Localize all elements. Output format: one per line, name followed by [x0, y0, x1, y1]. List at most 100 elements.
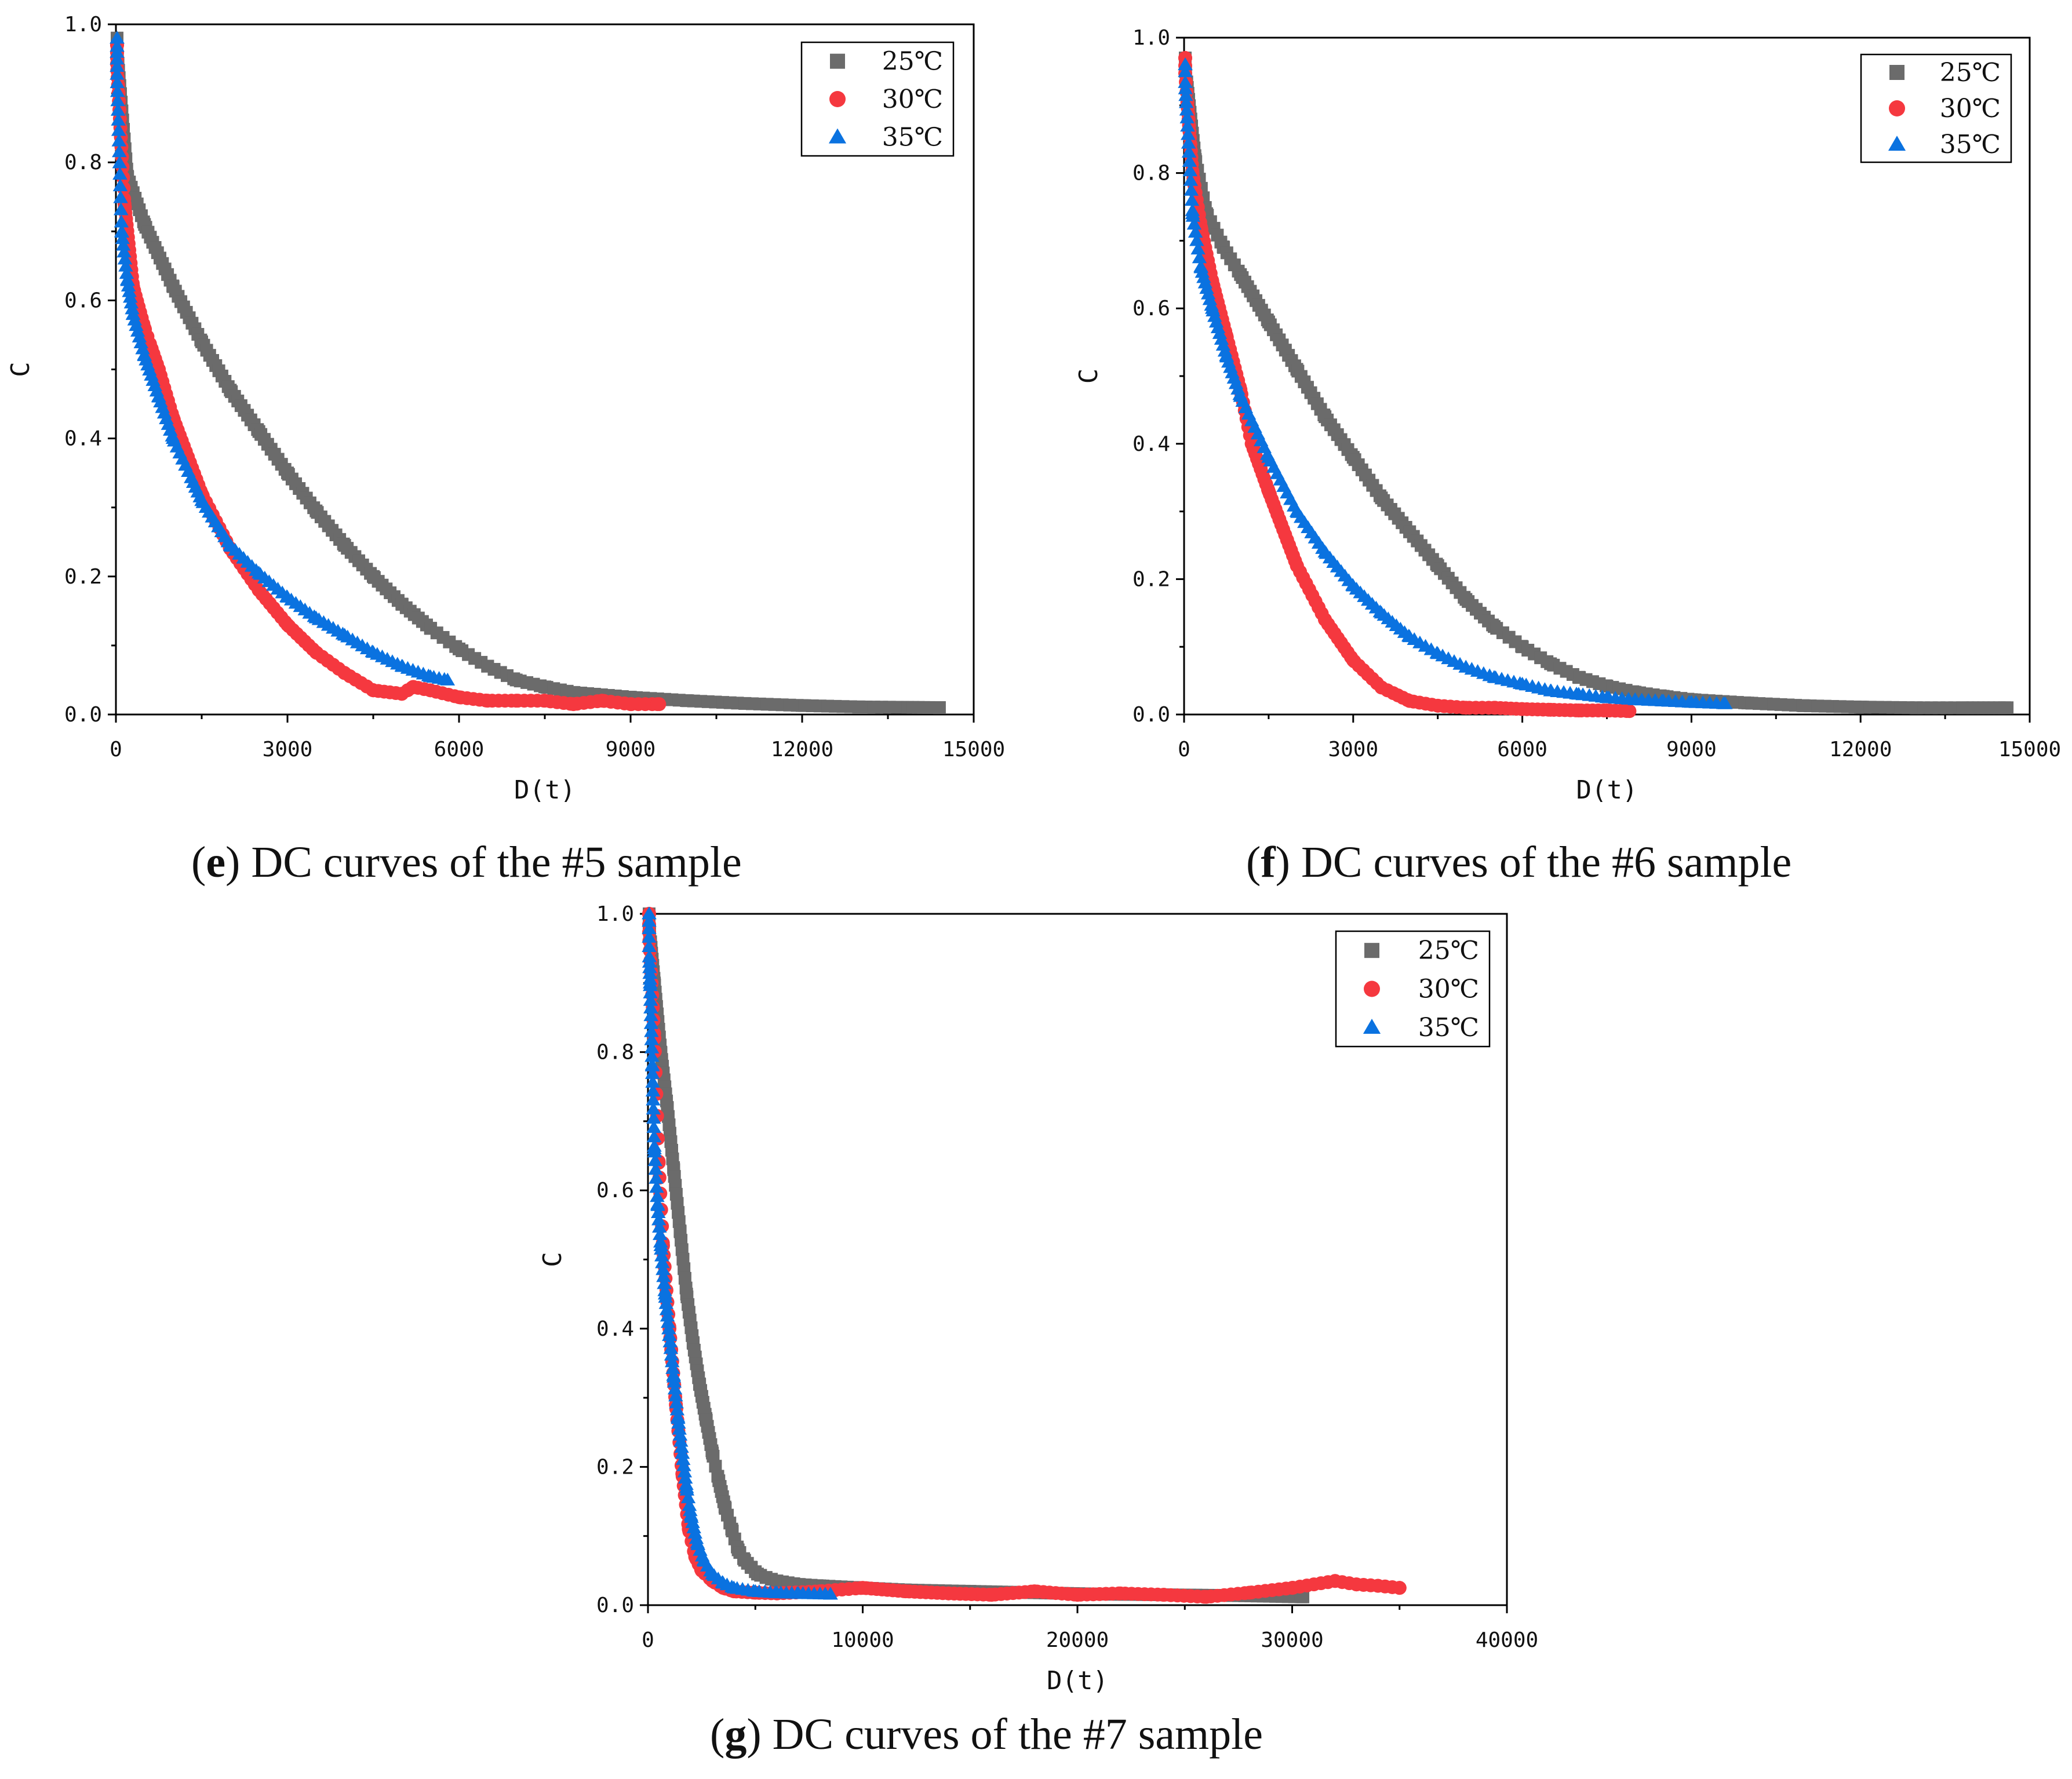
chart-g-data-point: [662, 1328, 677, 1341]
chart-f-data-point: [1189, 233, 1204, 246]
chart-e-x-tick-label: 0: [110, 738, 122, 761]
chart-e-data-point: [111, 123, 126, 136]
caption-g-letter: g: [724, 1710, 747, 1759]
chart-g-data-point: [657, 1276, 672, 1289]
chart-e-legend-label: 25℃: [882, 47, 943, 76]
chart-f-legend: 25℃ 30℃ 35℃: [1860, 53, 2012, 163]
chart-g-data-point: [647, 1153, 663, 1166]
chart-g-data-point: [687, 1526, 703, 1539]
chart-e-data-point: [115, 231, 130, 245]
chart-f-x-tick-label: 0: [1178, 738, 1190, 761]
chart-f-data-point: [1179, 110, 1195, 123]
chart-g-data-point: [645, 1075, 660, 1088]
chart-f-data-point: [1183, 173, 1199, 186]
chart-e-x-tick-label: 6000: [434, 738, 485, 761]
chart-f-x-tick-label: 15000: [1998, 738, 2061, 761]
caption-f: (f) DC curves of the #6 sample: [1246, 838, 1792, 887]
chart-f-x-tick-label: 3000: [1328, 738, 1378, 761]
chart-e-data-point: [112, 178, 128, 192]
chart-g-series-2: [642, 906, 838, 1600]
chart-e-legend: 25℃ 30℃ 35℃: [800, 41, 955, 157]
chart-e-series-2: [110, 31, 456, 686]
chart-f-y-tick-label: 0.8: [1133, 162, 1170, 185]
chart-e-x-tick-label: 3000: [263, 738, 313, 761]
chart-e-y-tick-label: 0.6: [64, 289, 102, 312]
chart-f-legend-box: [1860, 53, 2012, 163]
chart-g-x-tick-label: 20000: [1046, 1628, 1109, 1652]
chart-g-data-point: [656, 1269, 671, 1282]
chart-g-data-point: [678, 1262, 691, 1275]
chart-f-data-point: [1190, 242, 1206, 255]
chart-g-data-point: [667, 1381, 683, 1395]
chart-g-data-point: [650, 1198, 665, 1211]
chart-g-x-tick-label: 10000: [831, 1628, 894, 1652]
chart-f-y-tick-label: 0.6: [1133, 297, 1170, 320]
chart-f-data-point: [1182, 154, 1197, 167]
chart-e-x-tick-label: 12000: [771, 738, 833, 761]
chart-e-data-point: [118, 258, 133, 272]
chart-e-data-point: [110, 67, 125, 80]
chart-f-legend-label: 35℃: [1940, 130, 2001, 159]
chart-f-data-point: [1184, 193, 1200, 206]
chart-e-data-point: [122, 290, 138, 303]
chart-g-data-point: [664, 1347, 679, 1361]
chart-g-data-point: [660, 1315, 676, 1328]
chart-g-legend-marker: [1364, 943, 1379, 958]
chart-g-data-point: [656, 1262, 671, 1275]
chart-g-y-axis-title: C: [538, 1252, 567, 1267]
chart-f-data-point: [1998, 701, 2011, 714]
chart-g-legend-label: 25℃: [1418, 936, 1479, 965]
chart-g-data-point: [665, 1361, 680, 1375]
chart-g-data-point: [670, 1409, 686, 1423]
chart-g-data-point: [651, 1212, 667, 1226]
chart-f-data-point: [1178, 81, 1193, 94]
chart-g-legend-marker: [1364, 980, 1380, 997]
chart-g-data-point: [644, 1066, 660, 1079]
chart-e-data-point: [650, 697, 665, 712]
chart-f-data-point: [1186, 217, 1202, 230]
chart-f-data-point: [1178, 88, 1193, 101]
chart-g-data-point: [711, 1470, 724, 1483]
chart-f-y-tick-label: 0.4: [1133, 432, 1170, 456]
chart-e-legend-marker: [828, 128, 847, 144]
chart-g-y-tick-label: 0.6: [596, 1179, 634, 1202]
chart-g-data-point: [679, 1482, 695, 1496]
chart-e-data-point: [436, 672, 452, 685]
chart-f-data-point: [1188, 225, 1203, 238]
chart-e-data-point: [121, 279, 136, 291]
chart-g-data-point: [664, 1354, 680, 1368]
chart-f-data-point: [1184, 183, 1199, 196]
chart-e-data-point: [110, 52, 125, 65]
chart-g-data-point: [651, 1220, 667, 1233]
chart-f-y-tick-label: 0.0: [1133, 703, 1170, 727]
chart-f-x-tick-label: 6000: [1497, 738, 1547, 761]
chart-e-data-point: [110, 75, 125, 89]
chart-g-data-point: [644, 1040, 660, 1053]
chart-e-legend-marker: [830, 53, 845, 69]
chart-g-data-point: [674, 1440, 689, 1453]
chart-f-x-tick-label: 12000: [1829, 738, 1892, 761]
chart-g-data-point: [707, 1449, 720, 1463]
chart-f-data-point: [1179, 103, 1195, 116]
chart-e-data-point: [111, 112, 126, 126]
chart-g-x-tick-label: 40000: [1476, 1628, 1538, 1652]
chart-e-series-1: [110, 38, 667, 712]
chart-f-data-point: [1192, 250, 1207, 264]
chart-e-legend-box: [800, 41, 955, 157]
chart-g-y-tick-label: 0.2: [596, 1455, 634, 1479]
chart-g-data-point: [662, 1335, 678, 1348]
chart-g-data-point: [642, 939, 657, 953]
chart-e-data-point: [110, 103, 126, 116]
chart-f-data-point: [1185, 203, 1200, 216]
chart-f-series-1: [1178, 51, 1637, 719]
chart-g-y-tick-label: 0.4: [596, 1317, 634, 1341]
caption-e: (e) DC curves of the #5 sample: [191, 838, 742, 887]
chart-g-x-axis-title: D(t): [1047, 1666, 1108, 1696]
chart-f-data-point: [1185, 209, 1201, 222]
chart-e-data-point: [110, 59, 125, 72]
chart-g-data-point: [679, 1477, 694, 1490]
chart-g-data-point: [644, 1024, 659, 1037]
chart-e-x-tick-label: 9000: [606, 738, 656, 761]
chart-g-data-point: [642, 972, 658, 985]
chart-e-data-point: [112, 167, 128, 180]
